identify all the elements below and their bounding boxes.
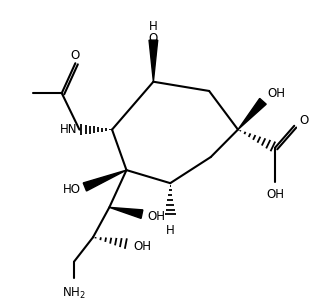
Text: O: O	[71, 49, 80, 62]
Text: O: O	[149, 32, 158, 45]
Polygon shape	[149, 40, 158, 82]
Text: OH: OH	[266, 188, 284, 201]
Polygon shape	[238, 98, 266, 130]
Text: OH: OH	[147, 210, 166, 223]
Polygon shape	[83, 170, 127, 191]
Text: OH: OH	[267, 87, 285, 100]
Text: NH$_2$: NH$_2$	[62, 286, 86, 301]
Text: HN: HN	[60, 123, 77, 136]
Text: HO: HO	[63, 183, 81, 196]
Text: O: O	[300, 114, 309, 127]
Polygon shape	[109, 207, 143, 218]
Text: OH: OH	[134, 240, 152, 253]
Text: H: H	[149, 20, 158, 33]
Text: H: H	[166, 224, 175, 237]
